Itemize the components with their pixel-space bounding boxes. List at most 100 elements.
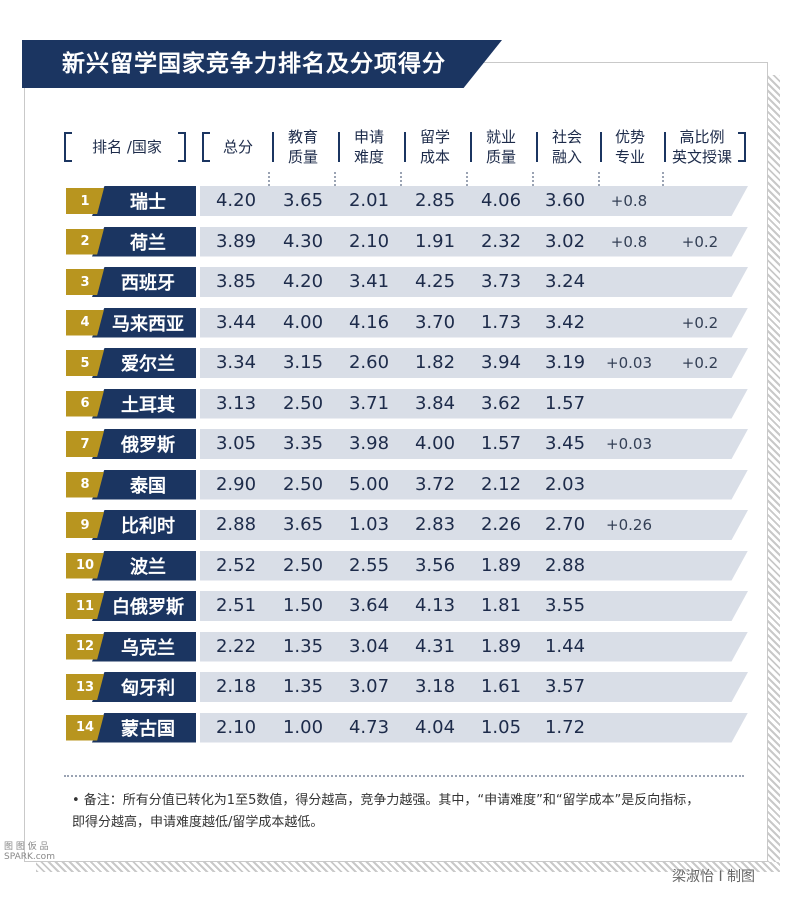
score-job: 1.61 bbox=[480, 676, 522, 697]
table-row: 泰国 8 2.90 2.50 5.00 3.72 2.12 2.03 bbox=[0, 469, 800, 500]
score-major bbox=[598, 267, 660, 297]
header-job: 就业 质量 bbox=[485, 128, 516, 166]
score-social: 3.19 bbox=[544, 352, 586, 373]
header-edu: 教育 质量 bbox=[287, 128, 318, 166]
score-total: 3.05 bbox=[215, 433, 257, 454]
table-row: 爱尔兰 5 3.34 3.15 2.60 1.82 3.94 3.19 +0.03 +0.2 bbox=[0, 348, 800, 378]
header-separator bbox=[272, 132, 274, 162]
score-edu: 3.65 bbox=[282, 514, 324, 535]
score-total: 3.89 bbox=[215, 230, 257, 252]
score-major bbox=[598, 632, 660, 662]
header-social: 社会 融入 bbox=[551, 128, 582, 166]
score-english bbox=[664, 672, 736, 702]
country-label: 匈牙利 bbox=[92, 672, 196, 702]
score-apply: 2.55 bbox=[348, 554, 390, 576]
score-english bbox=[664, 632, 736, 662]
dotted-guide bbox=[400, 172, 402, 186]
score-edu: 1.35 bbox=[282, 635, 324, 657]
table-row: 蒙古国 14 2.10 1.00 4.73 4.04 1.05 1.72 bbox=[0, 712, 800, 743]
score-job: 1.89 bbox=[480, 635, 522, 657]
score-english: +0.2 bbox=[681, 313, 719, 332]
score-total: 2.90 bbox=[215, 473, 257, 495]
table-row: 土耳其 6 3.13 2.50 3.71 3.84 3.62 1.57 bbox=[0, 388, 800, 419]
score-major bbox=[598, 713, 660, 743]
score-social: 3.57 bbox=[544, 676, 586, 697]
score-edu: 4.00 bbox=[282, 311, 324, 333]
score-english bbox=[664, 551, 736, 581]
score-edu: 3.15 bbox=[282, 352, 324, 373]
score-cost: 2.83 bbox=[414, 514, 456, 535]
score-major: +0.26 bbox=[606, 516, 652, 534]
score-english bbox=[664, 510, 736, 540]
score-job: 3.73 bbox=[480, 271, 522, 292]
score-apply: 2.10 bbox=[348, 230, 390, 252]
score-total: 3.85 bbox=[215, 271, 257, 292]
score-social: 3.45 bbox=[544, 433, 586, 454]
score-job: 1.81 bbox=[480, 595, 522, 616]
row-background bbox=[200, 469, 748, 500]
score-apply: 5.00 bbox=[348, 473, 390, 495]
decorative-stripe-right bbox=[768, 75, 780, 870]
score-job: 2.32 bbox=[480, 230, 522, 252]
score-edu: 2.50 bbox=[282, 392, 324, 414]
score-cost: 3.72 bbox=[414, 473, 456, 495]
score-social: 2.03 bbox=[544, 473, 586, 495]
score-major bbox=[598, 389, 660, 419]
country-label: 俄罗斯 bbox=[92, 429, 196, 459]
watermark: 图 图 仮 品 SPARK.com bbox=[4, 842, 55, 862]
score-major: +0.03 bbox=[606, 354, 652, 372]
rank-badge: 9 bbox=[66, 512, 104, 538]
country-label: 瑞士 bbox=[92, 186, 196, 216]
score-total: 3.44 bbox=[215, 311, 257, 333]
table-row: 白俄罗斯 11 2.51 1.50 3.64 4.13 1.81 3.55 bbox=[0, 591, 800, 621]
country-label: 荷兰 bbox=[92, 226, 196, 257]
score-english: +0.2 bbox=[681, 232, 719, 251]
table-row: 波兰 10 2.52 2.50 2.55 3.56 1.89 2.88 bbox=[0, 550, 800, 581]
score-apply: 4.73 bbox=[348, 716, 390, 738]
header-apply: 申请 难度 bbox=[353, 128, 384, 166]
score-apply: 2.01 bbox=[348, 190, 390, 211]
header-bracket-left bbox=[64, 132, 72, 162]
score-cost: 3.84 bbox=[414, 392, 456, 414]
row-background bbox=[200, 186, 748, 216]
score-total: 2.52 bbox=[215, 554, 257, 576]
rank-badge: 8 bbox=[66, 471, 104, 498]
score-total: 2.18 bbox=[215, 676, 257, 697]
header-bracket-total bbox=[202, 132, 210, 162]
score-job: 2.12 bbox=[480, 473, 522, 495]
dotted-guide bbox=[532, 172, 534, 186]
score-total: 4.20 bbox=[215, 190, 257, 211]
table-row: 西班牙 3 3.85 4.20 3.41 4.25 3.73 3.24 bbox=[0, 267, 800, 297]
country-label: 蒙古国 bbox=[92, 712, 196, 743]
country-label: 爱尔兰 bbox=[92, 348, 196, 378]
score-job: 1.57 bbox=[480, 433, 522, 454]
score-social: 1.44 bbox=[544, 635, 586, 657]
score-english bbox=[664, 591, 736, 621]
country-label: 比利时 bbox=[92, 510, 196, 540]
score-social: 3.55 bbox=[544, 595, 586, 616]
score-job: 1.05 bbox=[480, 716, 522, 738]
rank-badge: 4 bbox=[66, 309, 104, 336]
dotted-guide bbox=[466, 172, 468, 186]
score-english bbox=[664, 713, 736, 743]
score-total: 2.88 bbox=[215, 514, 257, 535]
score-apply: 2.60 bbox=[348, 352, 390, 373]
header-separator bbox=[664, 132, 666, 162]
header-total: 总分 bbox=[222, 138, 253, 156]
country-label: 西班牙 bbox=[92, 267, 196, 297]
rank-badge: 5 bbox=[66, 350, 104, 376]
score-major: +0.8 bbox=[610, 192, 648, 210]
page-title: 新兴留学国家竞争力排名及分项得分 bbox=[22, 40, 502, 88]
score-edu: 2.50 bbox=[282, 473, 324, 495]
score-edu: 1.00 bbox=[282, 716, 324, 738]
score-apply: 3.07 bbox=[348, 676, 390, 697]
score-social: 3.42 bbox=[544, 311, 586, 333]
score-cost: 4.31 bbox=[414, 635, 456, 657]
score-edu: 3.65 bbox=[282, 190, 324, 211]
header-separator bbox=[470, 132, 472, 162]
score-major bbox=[598, 672, 660, 702]
country-label: 白俄罗斯 bbox=[92, 591, 196, 621]
score-english bbox=[664, 186, 736, 216]
table-row: 匈牙利 13 2.18 1.35 3.07 3.18 1.61 3.57 bbox=[0, 672, 800, 702]
score-cost: 1.82 bbox=[414, 352, 456, 373]
